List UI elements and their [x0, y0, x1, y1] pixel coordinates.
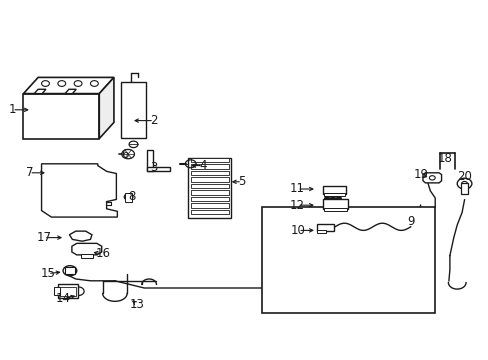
Bar [323, 208, 346, 211]
Polygon shape [65, 89, 76, 94]
Polygon shape [41, 164, 117, 217]
Text: 12: 12 [289, 199, 304, 212]
Polygon shape [72, 243, 102, 255]
Circle shape [324, 197, 329, 201]
Text: 2: 2 [150, 114, 158, 127]
Bar [190, 210, 228, 214]
Text: 17: 17 [37, 231, 51, 244]
Bar [60, 287, 76, 296]
Text: 11: 11 [289, 183, 304, 195]
Text: 10: 10 [290, 224, 305, 237]
Bar [146, 150, 152, 171]
Text: 8: 8 [128, 190, 136, 203]
Polygon shape [34, 89, 46, 94]
Circle shape [330, 197, 335, 201]
Text: 6: 6 [121, 148, 128, 161]
Text: 14: 14 [56, 292, 71, 305]
Text: 5: 5 [238, 175, 245, 188]
Circle shape [336, 197, 341, 201]
Text: 20: 20 [456, 170, 471, 183]
Text: 3: 3 [150, 161, 158, 174]
Bar [81, 254, 93, 258]
Polygon shape [99, 77, 114, 139]
Bar [322, 199, 347, 209]
Bar [58, 284, 78, 298]
Bar [146, 167, 170, 171]
Text: 9: 9 [406, 215, 414, 228]
Bar [190, 177, 228, 181]
Bar [190, 197, 228, 201]
Bar [322, 186, 346, 194]
Bar [190, 184, 228, 188]
Polygon shape [422, 173, 441, 183]
Bar [261, 207, 434, 313]
Text: 15: 15 [41, 267, 55, 280]
Text: 13: 13 [129, 298, 144, 311]
Bar [316, 230, 325, 233]
Bar [125, 193, 132, 202]
Bar [460, 183, 468, 194]
Bar [316, 224, 333, 231]
Text: 4: 4 [199, 159, 206, 172]
Bar [188, 158, 231, 218]
Bar [65, 267, 75, 274]
Bar [190, 171, 228, 175]
Bar [190, 164, 228, 168]
Polygon shape [23, 77, 114, 94]
Polygon shape [69, 231, 92, 241]
Text: 7: 7 [25, 166, 33, 179]
Bar [190, 190, 228, 195]
Text: 1: 1 [8, 103, 16, 116]
Text: 16: 16 [95, 247, 110, 260]
Text: 19: 19 [413, 168, 428, 181]
Bar [23, 94, 99, 139]
Text: 18: 18 [437, 152, 451, 165]
Bar [54, 287, 60, 295]
Bar [121, 82, 146, 138]
Bar [190, 158, 228, 162]
Bar [190, 203, 228, 208]
Bar [324, 193, 344, 196]
